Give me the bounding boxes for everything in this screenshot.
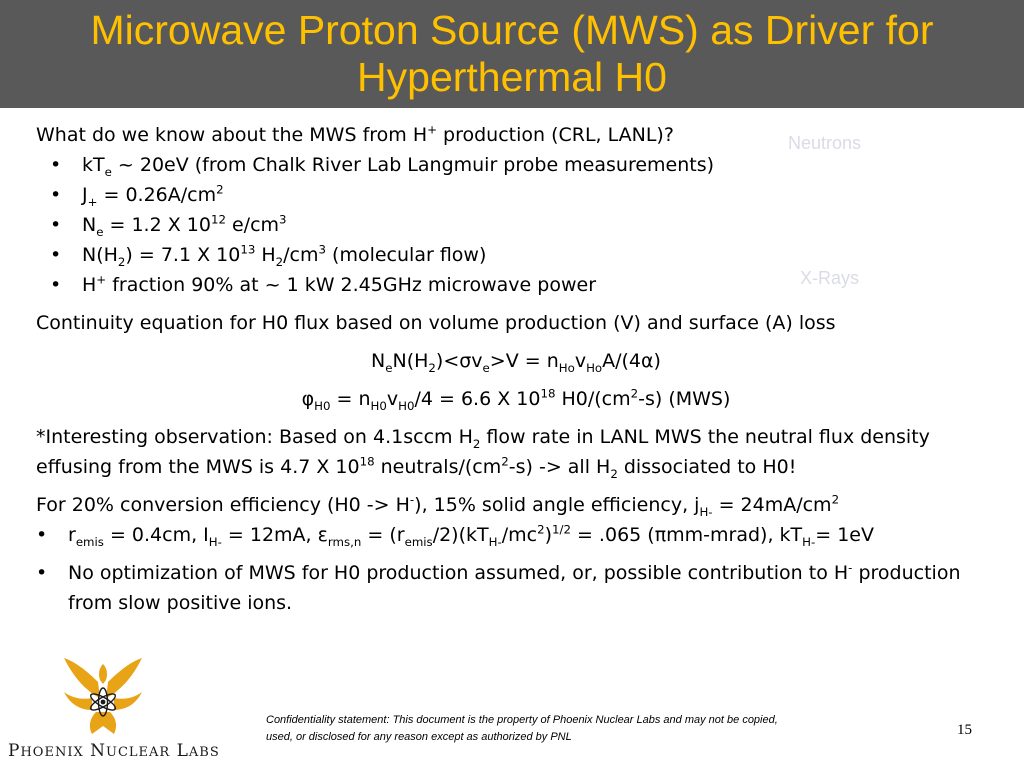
confidentiality-statement: Confidentiality statement: This document… [266,714,778,743]
conversion-line: For 20% conversion efficiency (H0 -> H-)… [36,492,840,519]
phoenix-logo: PHOENIX NUCLEAR LABS [0,648,236,768]
list-item-h2-density: N(H2) = 7.1 X 1013 H2/cm3 (molecular flo… [36,240,996,270]
title-bar: Microwave Proton Source (MWS) as Driver … [0,0,1024,108]
list-item-emittance: remis = 0.4cm, IH- = 12mA, εrms,n = (rem… [36,520,996,550]
flux-equation: φH0 = nH0vH0/4 = 6.6 X 1018 H0/(cm2-s) (… [301,386,731,413]
slide-title: Microwave Proton Source (MWS) as Driver … [90,7,934,100]
phoenix-bird-icon [64,658,142,734]
continuity-text: Continuity equation for H0 flux based on… [36,312,836,334]
mws-facts-list: kTe ~ 20eV (from Chalk River Lab Langmui… [36,150,996,300]
neutrons-ghost-label: Neutrons [788,133,862,153]
list-item-kte: kTe ~ 20eV (from Chalk River Lab Langmui… [36,150,996,180]
beam-parameters-list: remis = 0.4cm, IH- = 12mA, εrms,n = (rem… [36,520,996,618]
observation-paragraph: *Interesting observation: Based on 4.1sc… [36,426,930,481]
list-item-current-density: J+ = 0.26A/cm2 [36,180,996,210]
slide-body: What do we know about the MWS from H+ pr… [36,120,996,624]
list-item-electron-density: Ne = 1.2 X 1012 e/cm3 [36,210,996,240]
page-number: 15 [957,722,972,738]
intro-line: What do we know about the MWS from H+ pr… [36,122,674,146]
company-name: PHOENIX NUCLEAR LABS [8,741,220,761]
continuity-equation: NeN(H2)<σve>V = nHovHoA/(4α) [371,350,661,375]
list-item-h-plus-fraction: H+ fraction 90% at ~ 1 kW 2.45GHz microw… [36,270,996,300]
list-item-optimization: No optimization of MWS for H0 production… [36,558,996,618]
